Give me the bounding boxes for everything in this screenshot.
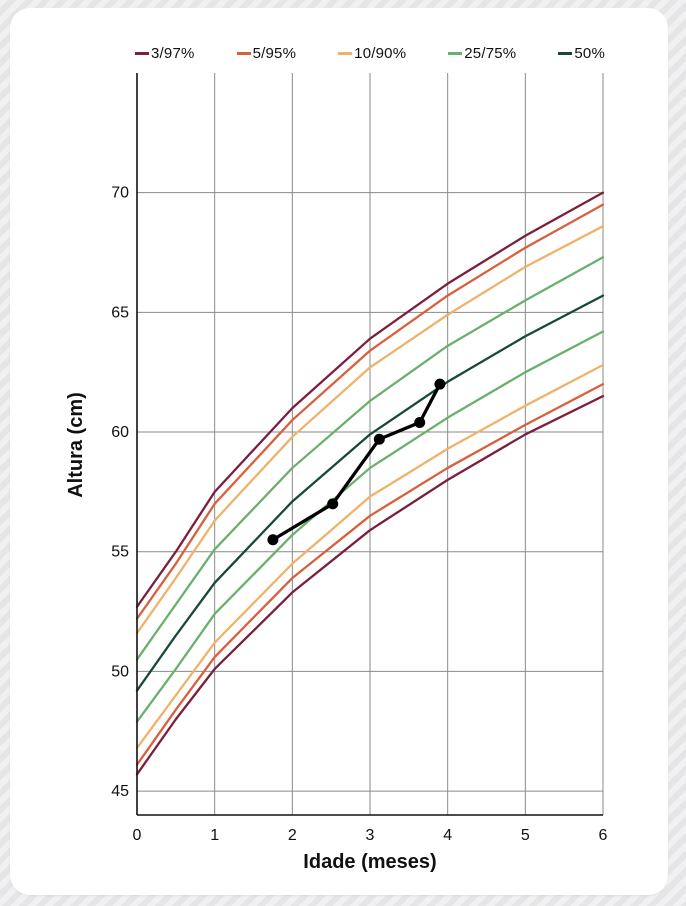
y-tick-label-55: 55 <box>111 544 129 561</box>
y-tick-label-50: 50 <box>111 663 129 680</box>
y-tick-label-65: 65 <box>111 304 129 321</box>
series-line-5-95-1 <box>135 203 605 620</box>
y-tick-label-60: 60 <box>111 424 129 441</box>
legend-label-10-90: 10/90% <box>354 44 407 62</box>
x-tick-label-0: 0 <box>133 827 142 844</box>
y-axis-title: Altura (cm) <box>65 392 87 498</box>
y-tick-label-70: 70 <box>111 185 129 202</box>
legend-item-5-95: 5/95% <box>236 44 297 62</box>
x-tick-label-6: 6 <box>599 827 608 844</box>
measurement-layer <box>267 378 446 546</box>
y-tick-label-45: 45 <box>111 783 129 800</box>
legend-label-25-75: 25/75% <box>464 44 517 62</box>
grid-layer <box>136 73 604 815</box>
legend-label-5-95: 5/95% <box>252 44 297 62</box>
x-tick-label-3: 3 <box>366 827 375 844</box>
chart-legend: 3/97% 5/95% 10/90% 25/75% 50% <box>135 44 605 62</box>
measurement-point-3 <box>373 433 385 445</box>
series-line-3-97-8 <box>135 394 605 776</box>
legend-item-25-75: 25/75% <box>448 45 516 62</box>
measurement-point-5 <box>434 378 446 390</box>
series-line-10-90-6 <box>135 363 605 750</box>
axis-layer <box>136 73 603 816</box>
legend-swatch-3-97 <box>135 51 149 55</box>
x-tick-label-5: 5 <box>521 827 530 844</box>
series-line-10-90-2 <box>135 225 605 635</box>
measurement-point-4 <box>414 416 426 428</box>
series-line-3-97-0 <box>135 191 605 608</box>
series-line-5-95-7 <box>135 383 605 766</box>
legend-label-50: 50% <box>574 44 605 62</box>
legend-swatch-25-75 <box>448 51 463 55</box>
legend-swatch-50 <box>558 51 573 55</box>
legend-item-50: 50% <box>558 45 605 62</box>
x-tick-label-4: 4 <box>443 827 452 844</box>
x-axis-title: Idade (meses) <box>303 851 436 873</box>
x-tick-label-2: 2 <box>288 827 297 844</box>
measurement-point-1 <box>267 534 279 546</box>
series-line-50-4 <box>135 294 605 692</box>
series-layer <box>135 191 605 776</box>
x-tick-label-1: 1 <box>210 827 219 844</box>
legend-swatch-10-90 <box>338 51 353 55</box>
series-line-25-75-3 <box>135 256 605 661</box>
legend-label-3-97: 3/97% <box>151 44 195 62</box>
legend-item-10-90: 10/90% <box>338 45 406 62</box>
chart-card <box>10 8 668 895</box>
legend-item-3-97: 3/97% <box>135 45 195 62</box>
measurement-point-2 <box>327 498 339 510</box>
legend-swatch-5-95 <box>236 51 251 55</box>
